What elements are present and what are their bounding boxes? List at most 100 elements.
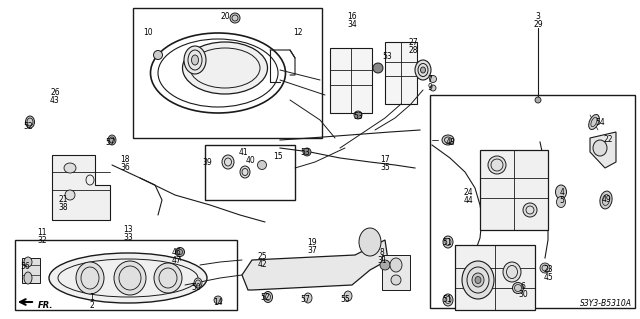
Ellipse shape: [184, 46, 206, 74]
Text: 21: 21: [58, 195, 68, 204]
Text: 29: 29: [533, 20, 543, 29]
Text: 53: 53: [300, 148, 310, 157]
Ellipse shape: [442, 135, 454, 145]
Text: 44: 44: [463, 196, 473, 205]
Text: 42: 42: [257, 260, 267, 269]
Text: FR.: FR.: [38, 300, 54, 309]
Ellipse shape: [194, 278, 202, 288]
Ellipse shape: [380, 260, 390, 270]
Text: 16: 16: [347, 12, 357, 21]
Text: 24: 24: [463, 188, 473, 197]
Ellipse shape: [114, 261, 146, 295]
Polygon shape: [242, 240, 388, 290]
Text: 26: 26: [50, 88, 60, 97]
Ellipse shape: [76, 262, 104, 294]
Text: 41: 41: [238, 148, 248, 157]
Ellipse shape: [462, 261, 494, 299]
Ellipse shape: [600, 191, 612, 209]
Text: 19: 19: [307, 238, 317, 247]
Ellipse shape: [182, 42, 268, 94]
Bar: [22, 258, 40, 283]
Text: 5: 5: [559, 196, 564, 205]
Ellipse shape: [24, 257, 32, 267]
Ellipse shape: [556, 185, 566, 199]
Ellipse shape: [154, 263, 182, 293]
Ellipse shape: [230, 13, 240, 23]
Polygon shape: [52, 155, 110, 220]
Text: 31: 31: [377, 256, 387, 265]
Ellipse shape: [24, 272, 32, 284]
Ellipse shape: [430, 85, 436, 91]
Text: 50: 50: [191, 283, 201, 292]
Text: 10: 10: [143, 28, 153, 37]
Ellipse shape: [108, 135, 116, 145]
Ellipse shape: [257, 160, 266, 169]
Text: 11: 11: [37, 228, 47, 237]
Ellipse shape: [488, 156, 506, 174]
Text: 8: 8: [380, 248, 385, 257]
Bar: [382, 255, 410, 290]
Ellipse shape: [49, 253, 207, 303]
Ellipse shape: [175, 248, 184, 256]
Ellipse shape: [222, 155, 234, 169]
Text: 20: 20: [220, 12, 230, 21]
Text: 18: 18: [120, 155, 130, 164]
Text: 30: 30: [518, 290, 528, 299]
Text: 45: 45: [543, 273, 553, 282]
Text: 47: 47: [172, 256, 182, 265]
Text: 4: 4: [559, 188, 564, 197]
Ellipse shape: [513, 283, 524, 293]
Ellipse shape: [214, 296, 222, 304]
Ellipse shape: [443, 236, 453, 248]
Text: 6: 6: [520, 282, 525, 291]
Text: 48: 48: [445, 138, 455, 147]
Text: 53: 53: [353, 112, 363, 121]
Bar: [133, 8, 322, 138]
Ellipse shape: [150, 33, 285, 113]
Text: 52: 52: [260, 293, 270, 302]
Ellipse shape: [390, 258, 402, 272]
Text: 51: 51: [442, 238, 452, 247]
Text: 2: 2: [90, 301, 94, 310]
Ellipse shape: [373, 63, 383, 73]
Ellipse shape: [154, 50, 163, 60]
Ellipse shape: [264, 292, 273, 302]
Text: 54: 54: [595, 118, 605, 127]
Text: 17: 17: [380, 155, 390, 164]
Text: 51: 51: [442, 295, 452, 304]
Text: 22: 22: [604, 135, 612, 144]
Text: 39: 39: [202, 158, 212, 167]
Text: 9: 9: [428, 83, 433, 92]
Text: 15: 15: [273, 152, 283, 161]
Text: 1: 1: [90, 293, 94, 302]
Ellipse shape: [503, 262, 521, 282]
Text: 7: 7: [428, 75, 433, 84]
Text: 23: 23: [543, 265, 553, 274]
Bar: [455, 245, 535, 310]
Ellipse shape: [64, 163, 76, 173]
Text: 40: 40: [245, 156, 255, 165]
Bar: [480, 150, 548, 230]
Text: 43: 43: [50, 96, 60, 105]
Text: 33: 33: [123, 233, 133, 242]
Ellipse shape: [429, 76, 436, 83]
Ellipse shape: [344, 291, 352, 301]
Text: 14: 14: [213, 298, 223, 307]
Ellipse shape: [589, 115, 599, 130]
Text: S3Y3-B5310A: S3Y3-B5310A: [580, 299, 632, 308]
Bar: [205, 145, 295, 200]
Ellipse shape: [391, 275, 401, 285]
Ellipse shape: [240, 166, 250, 178]
Ellipse shape: [420, 67, 426, 73]
Ellipse shape: [65, 190, 75, 200]
Text: 53: 53: [382, 52, 392, 61]
Text: 52: 52: [23, 122, 33, 131]
Text: 27: 27: [408, 38, 418, 47]
Bar: [330, 48, 372, 113]
Ellipse shape: [557, 197, 566, 207]
Text: 32: 32: [37, 236, 47, 245]
Ellipse shape: [191, 55, 198, 65]
Ellipse shape: [540, 263, 550, 273]
Ellipse shape: [472, 273, 484, 287]
Text: 36: 36: [120, 163, 130, 172]
